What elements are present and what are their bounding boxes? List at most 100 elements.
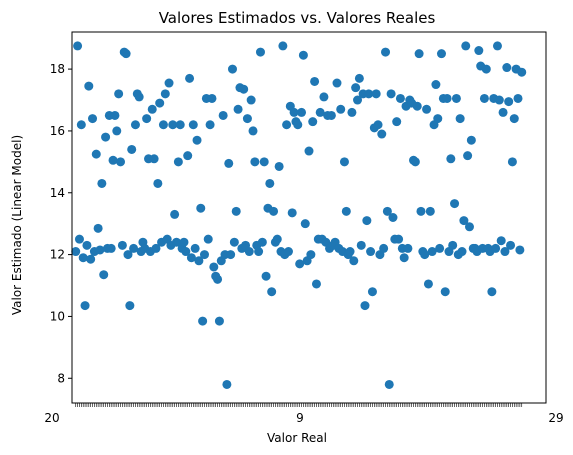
scatter-point — [93, 223, 103, 233]
scatter-point — [71, 247, 81, 257]
scatter-point — [382, 206, 392, 216]
scatter-point — [205, 120, 215, 130]
scatter-point — [457, 247, 467, 257]
scatter-point — [196, 203, 206, 213]
scatter-point — [112, 126, 122, 136]
scatter-point — [356, 240, 366, 250]
scatter-point — [73, 41, 83, 51]
scatter-point — [125, 301, 135, 311]
scatter-point — [506, 240, 516, 250]
scatter-point — [175, 120, 185, 130]
chart-title: Valores Estimados vs. Valores Reales — [159, 9, 436, 27]
scatter-point — [459, 216, 469, 226]
scatter-point — [386, 89, 396, 99]
scatter-point — [295, 259, 305, 269]
scatter-point — [164, 78, 174, 88]
scatter-point — [507, 157, 517, 167]
scatter-point — [513, 93, 523, 103]
scatter-point — [479, 93, 489, 103]
scatter-point — [170, 209, 180, 219]
scatter-point — [99, 270, 109, 280]
scatter-point — [504, 97, 514, 107]
scatter-point — [250, 157, 260, 167]
scatter-point — [451, 93, 461, 103]
scatter-point — [517, 67, 527, 77]
scatter-point — [494, 95, 504, 105]
scatter-point — [349, 256, 359, 266]
scatter-point — [319, 92, 329, 102]
scatter-point — [226, 250, 236, 260]
scatter-point — [381, 47, 391, 57]
scatter-point — [106, 243, 116, 253]
scatter-point — [300, 219, 310, 229]
scatter-point — [414, 49, 424, 59]
scatter-point — [86, 254, 96, 264]
scatter-point — [222, 379, 232, 389]
scatter-point — [416, 206, 426, 216]
scatter-point — [509, 114, 519, 124]
scatter-point — [298, 50, 308, 60]
scatter-point — [179, 237, 189, 247]
scatter-point — [153, 178, 163, 188]
scatter-point — [351, 83, 361, 93]
scatter-point — [129, 243, 139, 253]
scatter-point — [254, 247, 264, 257]
scatter-point — [194, 256, 204, 266]
scatter-point — [218, 110, 228, 120]
scatter-point — [379, 243, 389, 253]
scatter-point — [190, 243, 200, 253]
scatter-point — [427, 247, 437, 257]
scatter-point — [461, 41, 471, 51]
scatter-point — [207, 93, 217, 103]
scatter-point — [304, 146, 314, 156]
scatter-point — [283, 247, 293, 257]
x-tick-label: 9 — [296, 411, 304, 425]
scatter-point — [367, 287, 377, 297]
scatter-point — [267, 287, 277, 297]
scatter-point — [95, 245, 105, 255]
scatter-point — [293, 120, 303, 130]
plot-frame — [71, 31, 547, 404]
scatter-point — [121, 49, 131, 59]
scatter-point — [422, 104, 432, 114]
scatter-point — [440, 287, 450, 297]
scatter-point — [423, 279, 433, 289]
scatter-point — [339, 157, 349, 167]
scatter-point — [239, 84, 249, 94]
scatter-point — [455, 114, 465, 124]
scatter-point — [278, 41, 288, 51]
scatter-point — [442, 93, 452, 103]
scatter-point — [364, 89, 374, 99]
scatter-point — [287, 208, 297, 218]
scatter-point — [373, 120, 383, 130]
scatter-point — [233, 104, 243, 114]
scatter-point — [158, 120, 168, 130]
scatter-point — [399, 253, 409, 263]
scatter-point — [147, 104, 157, 114]
data-points — [71, 41, 527, 389]
scatter-point — [186, 253, 196, 263]
scatter-point — [487, 287, 497, 297]
scatter-point — [183, 151, 193, 161]
scatter-point — [464, 222, 474, 232]
y-tick-label: 16 — [50, 124, 65, 138]
y-axis-ticks: 8 10 12 14 16 18 — [50, 62, 72, 385]
scatter-point — [492, 41, 502, 51]
scatter-point — [160, 89, 170, 99]
scatter-point — [336, 104, 346, 114]
scatter-point — [274, 161, 284, 171]
scatter-point — [142, 114, 152, 124]
scatter-point — [360, 301, 370, 311]
scatter-point — [353, 95, 363, 105]
scatter-point — [420, 250, 430, 260]
scatter-point — [394, 234, 404, 244]
scatter-point — [199, 250, 209, 260]
scatter-point — [311, 279, 321, 289]
scatter-point — [185, 73, 195, 83]
y-tick-label: 8 — [57, 371, 65, 385]
y-tick-label: 14 — [50, 186, 65, 200]
scatter-point — [192, 135, 202, 145]
scatter-point — [446, 154, 456, 164]
scatter-point — [345, 247, 355, 257]
